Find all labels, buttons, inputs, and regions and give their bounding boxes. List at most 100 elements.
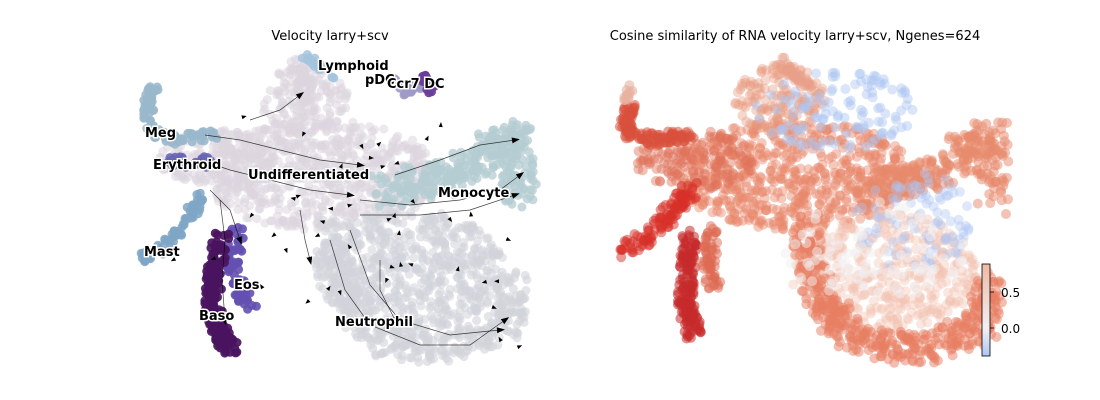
point-cosine-similarity bbox=[1002, 194, 1013, 205]
point-meg bbox=[187, 137, 197, 147]
point-cosine-similarity bbox=[739, 140, 750, 151]
point-neutrophil bbox=[323, 294, 333, 304]
point-neutrophil bbox=[395, 298, 404, 308]
point-undifferentiated bbox=[239, 161, 249, 171]
point-neutrophil bbox=[479, 283, 489, 293]
point-cosine-similarity bbox=[990, 302, 1001, 313]
point-meg bbox=[147, 92, 157, 102]
velocity-arrowhead bbox=[469, 211, 474, 217]
point-neutrophil bbox=[409, 253, 419, 263]
point-cosine-similarity bbox=[860, 338, 871, 349]
point-undifferentiated bbox=[333, 190, 343, 200]
point-neutrophil bbox=[456, 270, 466, 280]
point-baso bbox=[208, 325, 218, 335]
point-cosine-similarity bbox=[749, 79, 759, 90]
point-undifferentiated bbox=[409, 155, 419, 165]
point-cosine-similarity bbox=[967, 336, 978, 346]
point-cosine-similarity bbox=[892, 344, 903, 355]
point-cosine-similarity bbox=[830, 170, 841, 181]
point-neutrophil bbox=[404, 269, 414, 279]
point-neutrophil bbox=[477, 245, 487, 255]
point-monocyte bbox=[474, 132, 484, 142]
point-undifferentiated bbox=[274, 205, 284, 215]
point-cosine-similarity bbox=[778, 150, 789, 161]
point-cosine-similarity bbox=[881, 315, 892, 326]
point-undifferentiated bbox=[296, 154, 306, 164]
point-neutrophil bbox=[341, 272, 351, 281]
velocity-arrowhead bbox=[260, 284, 265, 290]
velocity-embedding-panel: Velocity larry+scv Lymphoid pDC Ccr7 DC … bbox=[136, 29, 541, 367]
point-cosine-similarity bbox=[954, 320, 964, 331]
point-undifferentiated bbox=[284, 96, 294, 106]
point-cosine-similarity bbox=[672, 169, 683, 180]
point-neutrophil bbox=[425, 219, 435, 229]
cluster-label-ccr7-dc: Ccr7 DC bbox=[387, 77, 445, 92]
point-undifferentiated bbox=[240, 194, 250, 204]
point-monocyte bbox=[526, 167, 536, 177]
point-cosine-similarity bbox=[679, 161, 690, 172]
point-cosine-similarity bbox=[723, 145, 734, 156]
point-neutrophil bbox=[478, 338, 488, 348]
point-cosine-similarity bbox=[778, 224, 789, 235]
point-undifferentiated bbox=[307, 206, 317, 216]
point-undifferentiated bbox=[267, 180, 277, 190]
point-cosine-similarity bbox=[945, 296, 955, 307]
point-undifferentiated bbox=[218, 197, 228, 207]
point-undifferentiated bbox=[369, 158, 379, 167]
point-cosine-similarity bbox=[942, 316, 953, 327]
cosine-similarity-panel: Cosine similarity of RNA velocity larry+… bbox=[610, 29, 1020, 368]
point-cosine-similarity bbox=[926, 293, 937, 303]
point-monocyte bbox=[453, 164, 463, 174]
point-undifferentiated bbox=[241, 130, 251, 140]
point-cosine-similarity bbox=[643, 154, 654, 165]
point-undifferentiated bbox=[318, 205, 328, 215]
point-eos bbox=[242, 295, 251, 305]
point-undifferentiated bbox=[282, 205, 292, 215]
point-cosine-similarity bbox=[841, 159, 851, 169]
cluster-label-monocyte: Monocyte bbox=[438, 186, 509, 201]
point-cosine-similarity bbox=[948, 286, 959, 297]
point-undifferentiated bbox=[233, 204, 243, 214]
cluster-label-lymphoid: Lymphoid bbox=[318, 59, 389, 74]
point-monocyte bbox=[374, 201, 384, 211]
point-undifferentiated bbox=[332, 116, 342, 126]
point-neutrophil bbox=[368, 281, 378, 291]
point-neutrophil bbox=[362, 303, 372, 313]
point-undifferentiated bbox=[284, 181, 294, 191]
point-undifferentiated bbox=[252, 214, 262, 224]
velocity-arrowhead bbox=[438, 122, 443, 128]
point-cosine-similarity bbox=[971, 282, 981, 293]
point-undifferentiated bbox=[270, 192, 280, 202]
right-scatter-points bbox=[614, 52, 1014, 368]
point-neutrophil bbox=[480, 256, 490, 266]
point-monocyte bbox=[422, 177, 432, 187]
point-undifferentiated bbox=[262, 95, 272, 105]
velocity-arrowhead bbox=[516, 345, 523, 350]
point-undifferentiated bbox=[352, 179, 362, 189]
point-undifferentiated bbox=[386, 168, 396, 178]
point-neutrophil bbox=[455, 315, 465, 324]
cluster-label-eos: Eos bbox=[234, 278, 260, 293]
point-monocyte bbox=[397, 200, 407, 210]
point-cosine-similarity bbox=[820, 172, 831, 183]
point-monocyte bbox=[483, 140, 493, 150]
point-cosine-similarity bbox=[946, 339, 957, 350]
point-cosine-similarity bbox=[768, 219, 779, 230]
point-cosine-similarity bbox=[710, 173, 721, 184]
point-undifferentiated bbox=[360, 155, 369, 165]
point-cosine-similarity bbox=[856, 290, 867, 301]
point-cosine-similarity bbox=[765, 173, 776, 184]
point-neutrophil bbox=[517, 313, 527, 323]
point-undifferentiated bbox=[260, 218, 270, 228]
point-undifferentiated bbox=[320, 160, 330, 169]
point-monocyte bbox=[501, 135, 511, 145]
point-baso bbox=[232, 347, 242, 357]
point-neutrophil bbox=[428, 281, 438, 291]
point-cosine-similarity bbox=[729, 123, 740, 134]
point-neutrophil bbox=[489, 252, 499, 261]
point-undifferentiated bbox=[262, 170, 272, 180]
point-cosine-similarity bbox=[816, 275, 827, 286]
point-neutrophil bbox=[508, 284, 518, 294]
point-neutrophil bbox=[398, 342, 408, 352]
point-undifferentiated bbox=[227, 130, 237, 140]
